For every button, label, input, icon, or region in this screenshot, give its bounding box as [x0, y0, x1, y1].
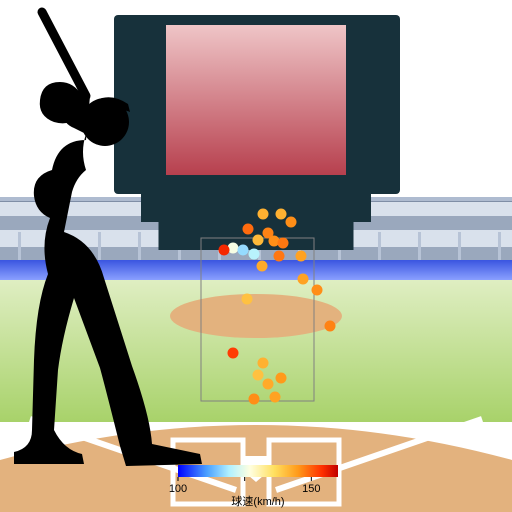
pitch-marker	[238, 245, 249, 256]
pitch-marker	[276, 209, 287, 220]
pitch-marker	[258, 358, 269, 369]
pitch-marker	[286, 217, 297, 228]
pitch-marker	[270, 392, 281, 403]
pitch-marker	[257, 261, 268, 272]
pitch-marker	[276, 373, 287, 384]
pitch-marker	[263, 379, 274, 390]
pitch-marker	[219, 245, 230, 256]
pitch-marker	[296, 251, 307, 262]
pitch-location-chart: 100 150 球速(km/h)	[0, 0, 512, 512]
colorbar-tick: 100	[169, 483, 187, 495]
pitch-marker	[278, 238, 289, 249]
colorbar-tick: 150	[302, 483, 320, 495]
pitch-marker	[249, 249, 260, 260]
pitch-marker	[298, 274, 309, 285]
pitch-marker	[258, 209, 269, 220]
pitch-marker	[242, 294, 253, 305]
pitch-marker	[228, 348, 239, 359]
pitch-marker	[274, 251, 285, 262]
colorbar-title: 球速(km/h)	[231, 494, 284, 508]
pitch-marker	[253, 370, 264, 381]
pitch-marker	[325, 321, 336, 332]
pitch-marker	[253, 235, 264, 246]
pitch-marker	[243, 224, 254, 235]
pitch-marker	[312, 285, 323, 296]
pitch-marker	[249, 394, 260, 405]
scoreboard	[114, 15, 400, 250]
